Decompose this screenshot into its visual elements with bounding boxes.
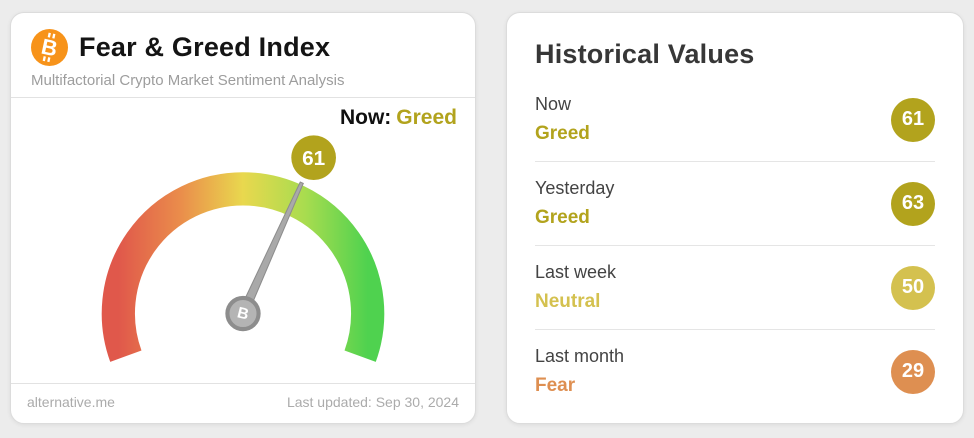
history-row-last-month: Last month Fear 29: [535, 330, 935, 413]
now-line: Now: Greed: [340, 106, 457, 130]
card-title: Fear & Greed Index: [79, 32, 331, 62]
fear-greed-header: B Fear & Greed Index Multifactorial Cryp…: [11, 13, 475, 97]
bitcoin-glyph: B: [39, 34, 60, 62]
history-period: Last month: [535, 346, 625, 366]
historical-title: Historical Values: [535, 39, 755, 69]
history-value-badge: 50: [891, 265, 935, 310]
historical-card: Historical Values Now Greed 61 Yesterday…: [506, 12, 964, 424]
gauge-section: Now: Greed B: [11, 98, 475, 383]
card-subtitle: Multifactorial Crypto Market Sentiment A…: [31, 72, 345, 89]
history-period: Last week: [535, 262, 617, 282]
gauge-arc: [101, 172, 385, 362]
history-row-now: Now Greed 61: [535, 78, 935, 162]
now-label: Now:: [339, 106, 392, 129]
fear-greed-card: B Fear & Greed Index Multifactorial Cryp…: [10, 12, 476, 424]
gauge-pivot-glyph: B: [235, 304, 250, 323]
history-period: Yesterday: [535, 178, 615, 198]
history-value-badge: 63: [891, 181, 935, 226]
history-period: Now: [535, 94, 572, 114]
history-sentiment: Greed: [535, 123, 590, 144]
history-row-yesterday: Yesterday Greed 63: [535, 162, 935, 246]
gauge-value-badge: 61: [291, 135, 336, 181]
card-footer: alternative.me Last updated: Sep 30, 202…: [11, 384, 475, 423]
bitcoin-icon: B: [31, 29, 68, 66]
gauge-value: 61: [302, 147, 325, 170]
last-updated: Last updated: Sep 30, 2024: [286, 394, 459, 410]
history-value-badge: 61: [891, 97, 935, 142]
history-sentiment: Neutral: [535, 291, 601, 312]
footer-divider: [11, 383, 475, 384]
history-value-badge: 29: [891, 349, 935, 394]
now-sentiment: Greed: [396, 106, 457, 129]
site-link[interactable]: alternative.me: [27, 394, 115, 410]
history-sentiment: Fear: [535, 375, 576, 396]
history-sentiment: Greed: [535, 207, 590, 228]
history-row-last-week: Last week Neutral 50: [535, 246, 935, 330]
header-divider: [11, 97, 475, 98]
gauge-chart: B 61: [101, 135, 385, 362]
gauge-pivot: [225, 295, 261, 332]
